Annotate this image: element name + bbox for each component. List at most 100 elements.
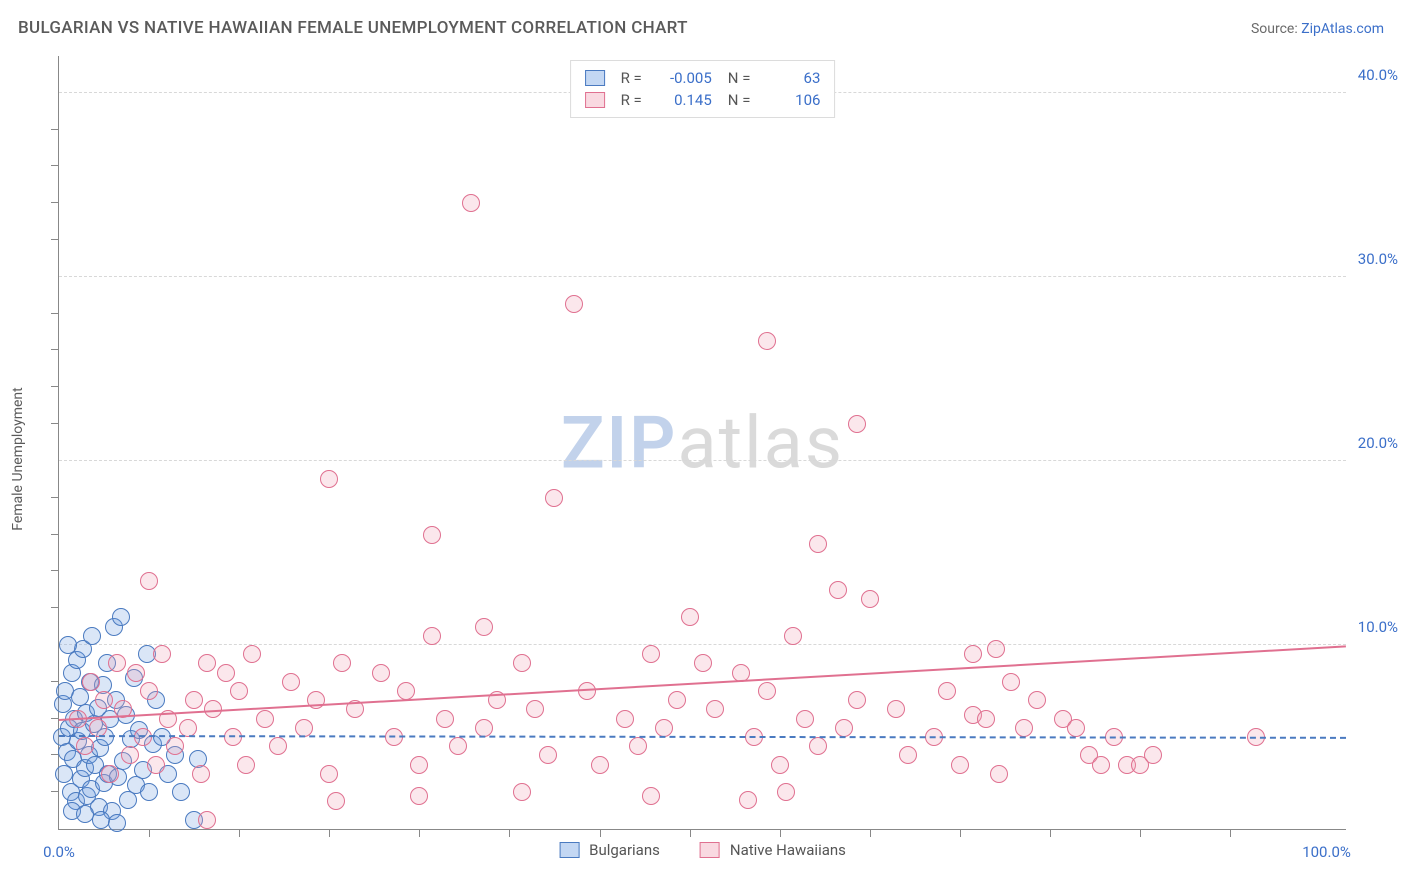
legend-swatch: [585, 92, 605, 108]
chart-title: BULGARIAN VS NATIVE HAWAIIAN FEMALE UNEM…: [18, 18, 688, 38]
y-minor-tick: [51, 239, 59, 240]
scatter-point-native_hawaiians: [990, 765, 1008, 783]
scatter-point-native_hawaiians: [423, 627, 441, 645]
scatter-point-bulgarians: [108, 814, 126, 832]
y-tick-label: 40.0%: [1358, 66, 1398, 84]
scatter-point-native_hawaiians: [938, 682, 956, 700]
scatter-point-native_hawaiians: [82, 673, 100, 691]
y-minor-tick: [51, 607, 59, 608]
scatter-point-native_hawaiians: [147, 756, 165, 774]
scatter-point-native_hawaiians: [108, 654, 126, 672]
scatter-point-native_hawaiians: [179, 719, 197, 737]
x-minor-tick: [1050, 829, 1051, 837]
scatter-point-native_hawaiians: [1092, 756, 1110, 774]
scatter-point-native_hawaiians: [166, 737, 184, 755]
scatter-point-native_hawaiians: [642, 787, 660, 805]
scatter-point-native_hawaiians: [185, 691, 203, 709]
scatter-point-native_hawaiians: [771, 756, 789, 774]
x-minor-tick: [1230, 829, 1231, 837]
y-minor-tick: [51, 349, 59, 350]
y-minor-tick: [51, 791, 59, 792]
y-minor-tick: [51, 423, 59, 424]
scatter-point-native_hawaiians: [777, 783, 795, 801]
scatter-point-bulgarians: [59, 636, 77, 654]
scatter-point-native_hawaiians: [256, 710, 274, 728]
scatter-point-native_hawaiians: [739, 791, 757, 809]
scatter-point-native_hawaiians: [887, 700, 905, 718]
scatter-point-native_hawaiians: [410, 756, 428, 774]
scatter-point-native_hawaiians: [295, 719, 313, 737]
x-tick-label: 100.0%: [1302, 843, 1351, 861]
scatter-point-native_hawaiians: [475, 618, 493, 636]
scatter-point-native_hawaiians: [616, 710, 634, 728]
y-minor-tick: [51, 497, 59, 498]
scatter-point-native_hawaiians: [848, 415, 866, 433]
scatter-point-native_hawaiians: [706, 700, 724, 718]
legend-row-native_hawaiians: R =0.145N =106: [585, 89, 821, 111]
x-minor-tick: [870, 829, 871, 837]
scatter-point-native_hawaiians: [410, 787, 428, 805]
scatter-point-bulgarians: [83, 627, 101, 645]
scatter-point-native_hawaiians: [333, 654, 351, 672]
legend-swatch: [700, 842, 720, 858]
scatter-point-native_hawaiians: [1067, 719, 1085, 737]
y-minor-tick: [51, 681, 59, 682]
scatter-point-native_hawaiians: [153, 645, 171, 663]
y-minor-tick: [51, 165, 59, 166]
scatter-point-native_hawaiians: [1015, 719, 1033, 737]
r-value: -0.005: [658, 69, 712, 87]
scatter-point-native_hawaiians: [282, 673, 300, 691]
y-minor-tick: [51, 386, 59, 387]
y-minor-tick: [51, 202, 59, 203]
r-value: 0.145: [658, 91, 712, 109]
watermark: ZIPatlas: [561, 400, 844, 485]
scatter-point-native_hawaiians: [1144, 746, 1162, 764]
scatter-point-native_hawaiians: [192, 765, 210, 783]
x-minor-tick: [600, 829, 601, 837]
chart-container: Female Unemployment ZIPatlas R =-0.005N …: [44, 56, 1346, 846]
scatter-point-native_hawaiians: [230, 682, 248, 700]
scatter-point-native_hawaiians: [95, 691, 113, 709]
scatter-point-native_hawaiians: [269, 737, 287, 755]
scatter-point-native_hawaiians: [1028, 691, 1046, 709]
scatter-point-native_hawaiians: [397, 682, 415, 700]
scatter-point-native_hawaiians: [861, 590, 879, 608]
scatter-point-native_hawaiians: [539, 746, 557, 764]
y-tick-label: 30.0%: [1358, 250, 1398, 268]
x-minor-tick: [149, 829, 150, 837]
scatter-point-bulgarians: [76, 805, 94, 823]
x-minor-tick: [509, 829, 510, 837]
scatter-point-native_hawaiians: [436, 710, 454, 728]
scatter-point-native_hawaiians: [629, 737, 647, 755]
y-minor-tick: [51, 129, 59, 130]
scatter-point-native_hawaiians: [462, 194, 480, 212]
y-tick-label: 10.0%: [1358, 618, 1398, 636]
scatter-point-bulgarians: [112, 608, 130, 626]
legend-row-bulgarians: R =-0.005N =63: [585, 67, 821, 89]
y-minor-tick: [51, 570, 59, 571]
n-label: N =: [728, 69, 751, 87]
scatter-point-bulgarians: [172, 783, 190, 801]
y-minor-tick: [51, 313, 59, 314]
scatter-point-native_hawaiians: [655, 719, 673, 737]
scatter-point-bulgarians: [140, 783, 158, 801]
scatter-point-native_hawaiians: [565, 295, 583, 313]
series-legend-item-native_hawaiians: Native Hawaiians: [700, 841, 846, 859]
source-prefix: Source:: [1251, 21, 1301, 37]
x-tick-label: 0.0%: [43, 843, 75, 861]
scatter-point-native_hawaiians: [835, 719, 853, 737]
scatter-point-native_hawaiians: [591, 756, 609, 774]
x-minor-tick: [329, 829, 330, 837]
scatter-point-native_hawaiians: [121, 746, 139, 764]
y-minor-tick: [51, 718, 59, 719]
scatter-point-native_hawaiians: [758, 332, 776, 350]
source-link[interactable]: ZipAtlas.com: [1301, 21, 1384, 37]
scatter-point-native_hawaiians: [372, 664, 390, 682]
scatter-point-native_hawaiians: [140, 682, 158, 700]
scatter-point-native_hawaiians: [526, 700, 544, 718]
scatter-point-native_hawaiians: [848, 691, 866, 709]
scatter-point-native_hawaiians: [796, 710, 814, 728]
series-legend: BulgariansNative Hawaiians: [559, 841, 846, 859]
y-tick-label: 20.0%: [1358, 434, 1398, 452]
n-value: 63: [766, 69, 820, 87]
